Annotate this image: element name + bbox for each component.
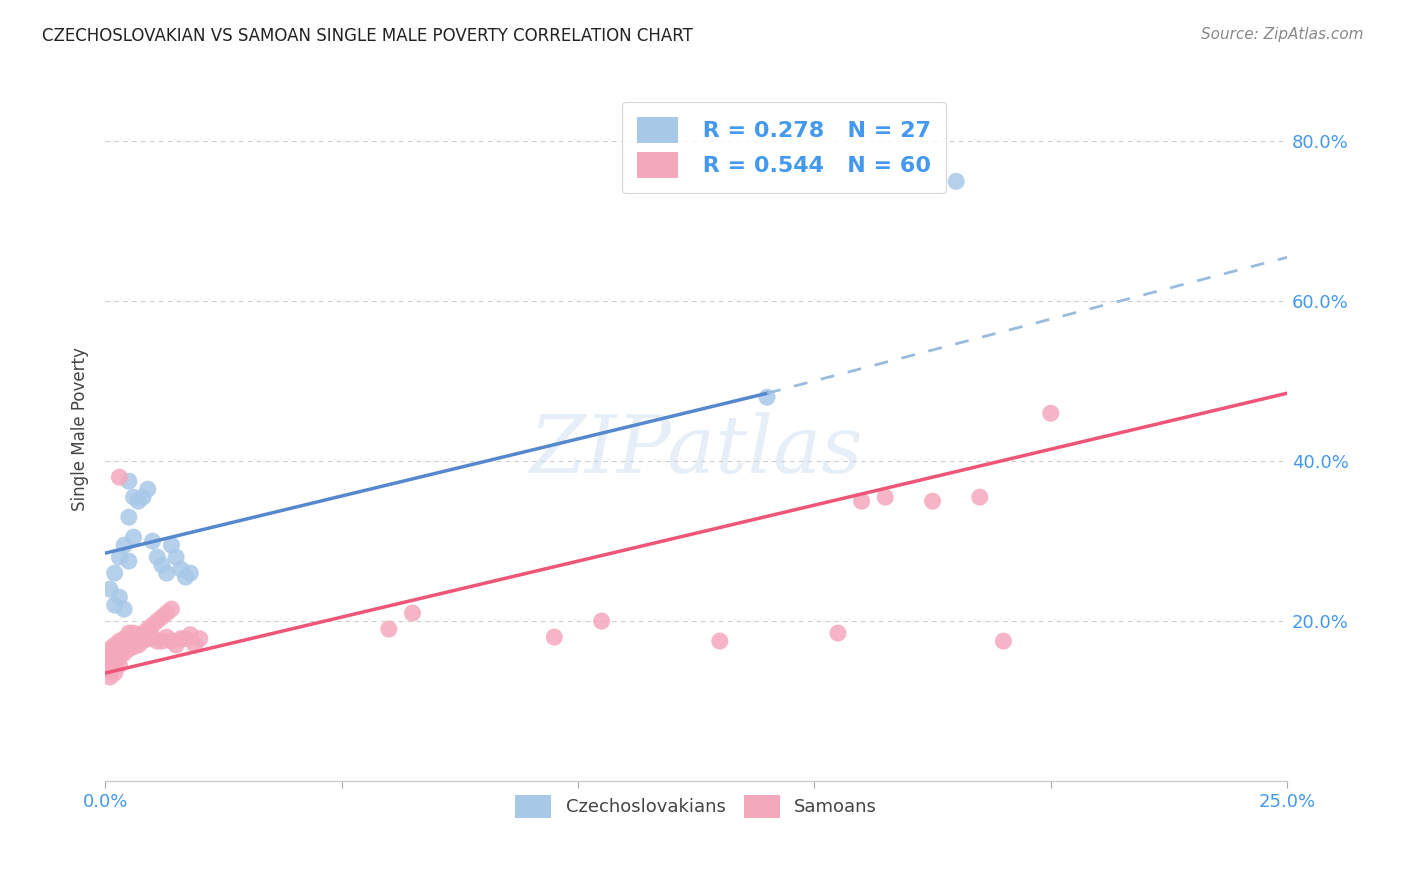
Point [98,650,121,665]
Point [112,638,135,652]
Point [160,602,183,616]
Point [118,626,141,640]
Point [543,630,565,644]
Point [141,618,163,632]
Legend: Czechoslovakians, Samoans: Czechoslovakians, Samoans [508,789,884,825]
Point [136,482,159,496]
Point [136,622,159,636]
Point [156,606,179,620]
Point [108,550,131,565]
Point [146,634,169,648]
Point [98,670,121,684]
Point [118,474,141,488]
Point [174,570,197,584]
Point [150,610,173,624]
Point [122,490,145,504]
Point [170,632,193,646]
Point [132,490,155,504]
Point [127,494,149,508]
Point [851,494,873,508]
Text: CZECHOSLOVAKIAN VS SAMOAN SINGLE MALE POVERTY CORRELATION CHART: CZECHOSLOVAKIAN VS SAMOAN SINGLE MALE PO… [42,27,693,45]
Point [170,562,193,576]
Point [112,538,135,552]
Point [122,634,145,648]
Point [108,470,131,484]
Point [1039,406,1062,420]
Point [969,490,991,504]
Point [98,582,121,596]
Point [108,634,131,648]
Point [98,646,121,660]
Point [146,614,169,628]
Text: ZIPatlas: ZIPatlas [530,411,863,489]
Point [118,554,141,568]
Point [122,640,145,654]
Point [98,658,121,673]
Point [165,550,187,565]
Y-axis label: Single Male Poverty: Single Male Poverty [72,347,89,511]
Point [875,490,897,504]
Point [118,510,141,524]
Point [756,390,779,404]
Point [160,634,183,648]
Point [122,626,145,640]
Point [184,638,207,652]
Point [104,566,127,581]
Point [174,632,197,646]
Point [98,642,121,657]
Point [156,630,179,644]
Point [378,622,401,636]
Point [104,642,127,657]
Point [104,666,127,681]
Point [179,566,201,581]
Point [98,654,121,668]
Point [104,598,127,612]
Point [179,628,201,642]
Point [150,634,173,648]
Point [104,658,127,673]
Point [709,634,731,648]
Point [141,534,163,549]
Point [98,650,121,665]
Point [127,630,149,644]
Point [146,550,169,565]
Point [108,658,131,673]
Point [401,606,423,620]
Point [112,632,135,646]
Point [118,642,141,657]
Point [188,632,211,646]
Point [591,614,613,628]
Point [132,634,155,648]
Point [993,634,1015,648]
Point [127,638,149,652]
Point [165,638,187,652]
Point [921,494,943,508]
Point [122,530,145,544]
Point [112,602,135,616]
Point [141,630,163,644]
Point [160,538,183,552]
Point [156,566,179,581]
Point [827,626,849,640]
Point [150,558,173,573]
Point [108,642,131,657]
Point [945,174,967,188]
Point [112,646,135,660]
Point [136,632,159,646]
Point [104,650,127,665]
Point [108,650,131,665]
Point [98,662,121,676]
Point [118,636,141,650]
Point [104,638,127,652]
Point [108,590,131,604]
Text: Source: ZipAtlas.com: Source: ZipAtlas.com [1201,27,1364,42]
Point [132,626,155,640]
